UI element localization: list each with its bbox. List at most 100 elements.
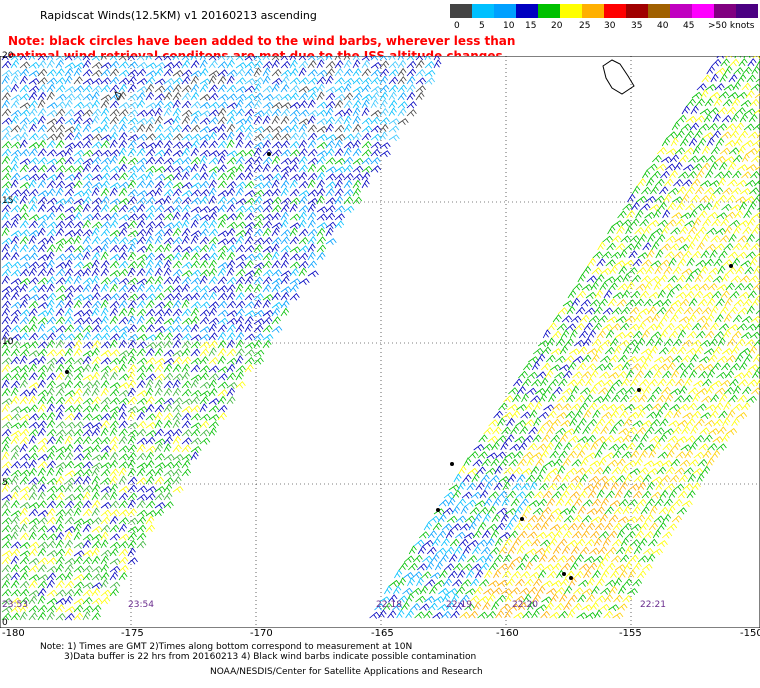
wind-barb <box>172 260 183 269</box>
wind-barb <box>325 181 336 189</box>
wind-barb <box>55 203 65 213</box>
wind-barb <box>118 292 129 301</box>
wind-barb <box>172 397 183 405</box>
wind-barb <box>553 386 563 395</box>
wind-barb <box>531 361 540 371</box>
wind-barb <box>181 261 193 269</box>
wind-barb <box>208 356 219 365</box>
wind-barb <box>522 362 533 371</box>
wind-barb <box>28 548 38 557</box>
wind-barb <box>118 540 129 549</box>
wind-barb <box>145 212 155 221</box>
wind-barb <box>82 397 94 405</box>
wind-barb <box>656 234 666 243</box>
wind-barb <box>73 550 85 558</box>
wind-barb <box>19 309 30 317</box>
wind-barb <box>91 547 100 557</box>
wind-barb <box>262 93 274 101</box>
wind-barb <box>736 179 747 187</box>
wind-barb <box>127 324 138 333</box>
wind-barb <box>145 165 157 173</box>
wind-barb <box>127 315 136 325</box>
wind-barb <box>154 443 163 453</box>
wind-barb <box>136 390 148 398</box>
wind-barb <box>535 387 546 395</box>
wind-barb <box>28 508 39 517</box>
wind-barb <box>253 133 265 141</box>
wind-barb <box>316 222 328 230</box>
wind-barb <box>172 84 182 93</box>
wind-barb <box>127 526 139 534</box>
wind-barb <box>73 444 83 453</box>
wind-barb <box>100 84 111 93</box>
wind-barb <box>19 453 31 461</box>
wind-barb <box>64 443 74 453</box>
wind-barb <box>163 243 172 253</box>
wind-barb <box>712 201 720 211</box>
wind-barb <box>637 321 647 331</box>
wind-barb <box>28 91 38 101</box>
wind-barb <box>406 56 417 61</box>
wind-barb <box>641 259 652 267</box>
wind-barb <box>127 539 137 549</box>
wind-barb <box>307 115 316 125</box>
wind-barb <box>91 363 100 373</box>
wind-barb <box>181 165 193 173</box>
wind-barb <box>606 403 617 411</box>
wind-barb <box>208 373 219 381</box>
wind-barb <box>534 401 543 411</box>
wind-barb <box>82 203 91 213</box>
wind-barb <box>752 353 760 363</box>
wind-barb <box>741 82 752 91</box>
wind-barb <box>751 139 760 147</box>
wind-barb <box>181 92 191 101</box>
wind-barb <box>109 581 121 589</box>
wind-barb <box>280 69 292 77</box>
wind-barb <box>82 235 92 245</box>
wind-barb <box>19 244 29 253</box>
wind-barb <box>91 612 101 621</box>
wind-barb <box>100 365 112 373</box>
wind-barb <box>226 180 237 189</box>
wind-barb <box>91 333 102 341</box>
wind-barb <box>271 188 281 197</box>
lat-label-10: 10 <box>2 337 14 347</box>
wind-barb <box>689 122 700 131</box>
wind-barb <box>307 243 316 253</box>
wind-barb <box>271 164 281 173</box>
wind-barb <box>46 533 58 541</box>
wind-barb <box>82 422 94 430</box>
wind-barb <box>199 437 211 445</box>
wind-barb <box>10 356 21 365</box>
wind-barb <box>46 403 55 413</box>
wind-barb <box>672 196 684 204</box>
wind-barb <box>709 180 721 188</box>
wind-barb <box>190 83 200 93</box>
wind-barb <box>181 219 190 229</box>
wind-barb <box>271 212 281 221</box>
wind-barb <box>82 582 94 590</box>
wind-barb <box>731 257 741 267</box>
wind-barb <box>190 140 200 149</box>
wind-barb <box>678 171 689 179</box>
wind-barb <box>10 285 22 293</box>
wind-barb <box>379 68 390 77</box>
wind-barb <box>46 516 57 525</box>
wind-barb <box>172 356 183 365</box>
wind-barb <box>325 197 336 205</box>
wind-barb <box>163 147 173 157</box>
wind-barb <box>199 171 209 181</box>
wind-barb <box>379 108 389 117</box>
wind-barb <box>73 396 84 405</box>
wind-barb <box>10 340 21 349</box>
wind-barb <box>352 196 363 205</box>
wind-barb <box>735 338 746 347</box>
wind-barb <box>691 178 701 187</box>
wind-barb <box>721 273 730 283</box>
wind-barb <box>109 204 120 213</box>
wind-barb <box>379 117 390 125</box>
wind-barb <box>397 101 408 109</box>
wind-barb <box>199 259 209 269</box>
wind-barb <box>611 306 622 315</box>
wind-barb <box>181 283 191 293</box>
